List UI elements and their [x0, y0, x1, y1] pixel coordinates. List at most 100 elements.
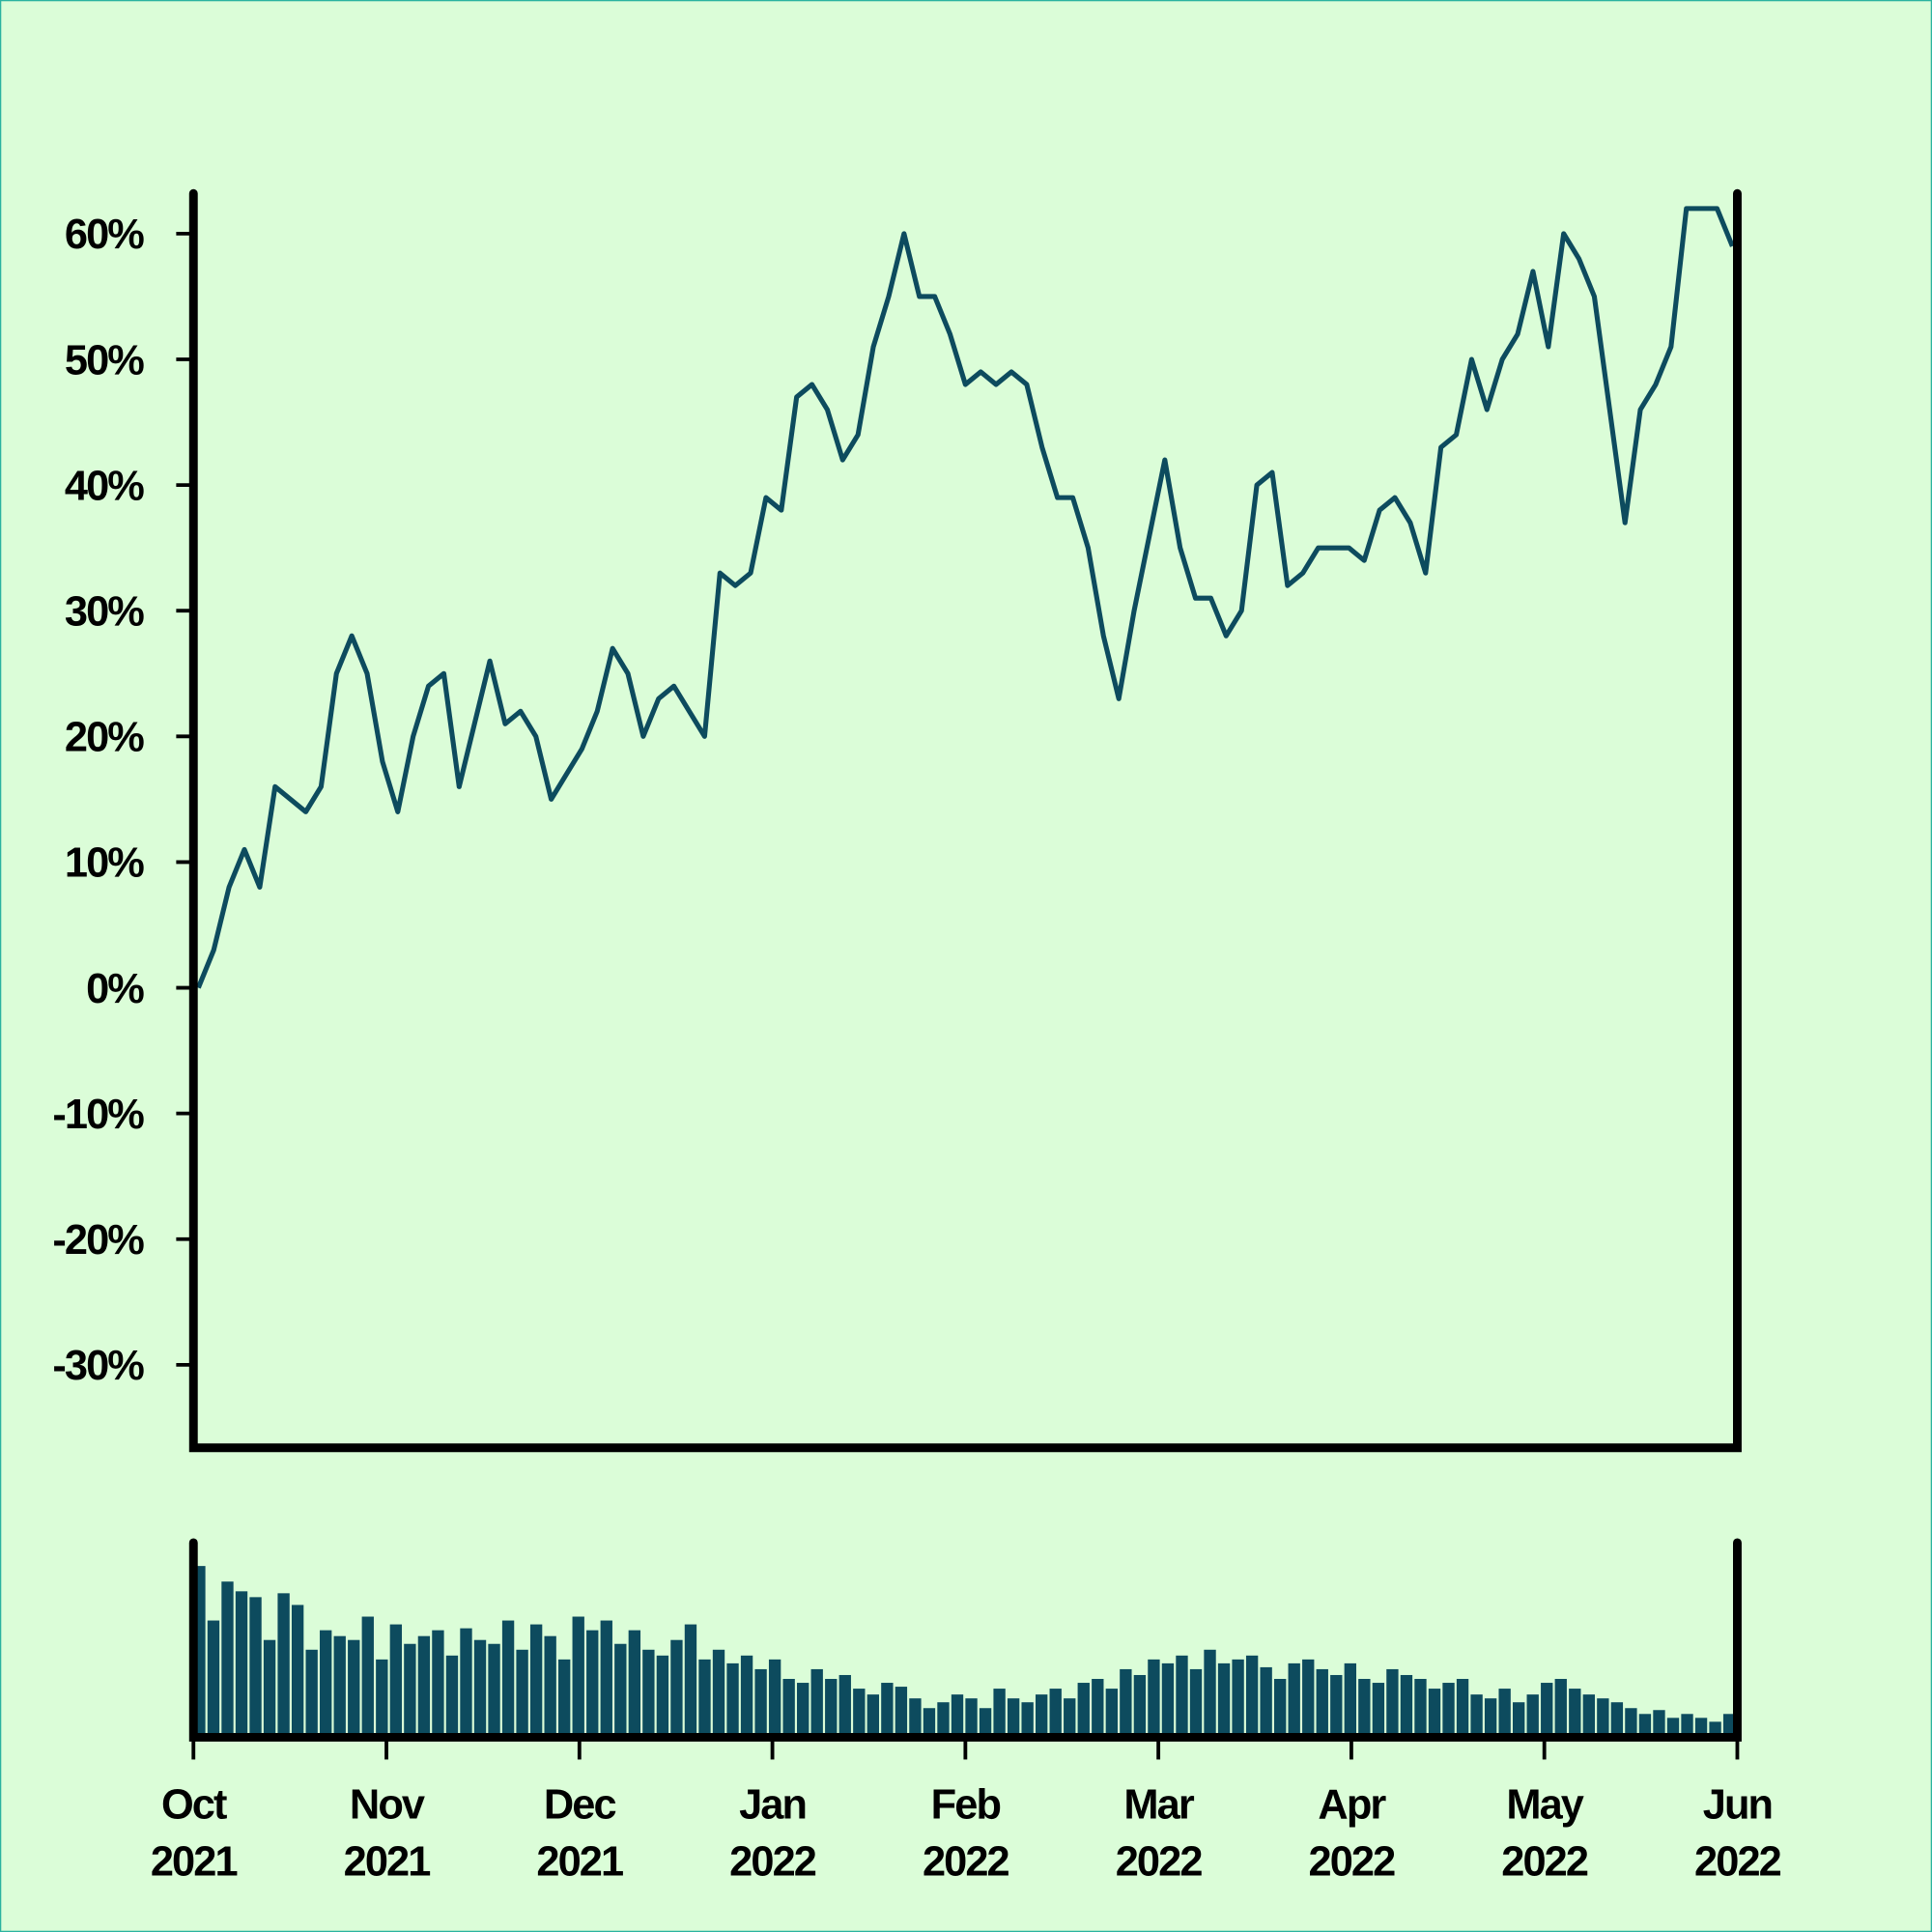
- axes-frame: [188, 188, 1742, 1453]
- volume-bar: [586, 1630, 599, 1738]
- volume-bar: [207, 1620, 220, 1738]
- x-tick-label: Jun 2022: [1694, 1782, 1781, 1886]
- volume-bar: [1428, 1689, 1441, 1738]
- volume-bar: [249, 1597, 262, 1738]
- x-tick-label: Dec 2021: [536, 1782, 623, 1886]
- y-tick-label: 50%: [65, 337, 144, 384]
- x-tick-label: Oct 2021: [151, 1782, 238, 1886]
- volume-bar: [572, 1616, 584, 1738]
- volume-bar: [740, 1655, 753, 1738]
- volume-bar: [600, 1620, 612, 1738]
- volume-bar: [277, 1593, 290, 1738]
- volume-bar: [825, 1679, 838, 1738]
- volume-bar: [1541, 1683, 1553, 1738]
- volume-bar: [1526, 1694, 1539, 1738]
- y-tick-label: 10%: [65, 840, 144, 887]
- volume-bar: [614, 1643, 627, 1738]
- volume-bar: [1470, 1694, 1483, 1738]
- volume-bar: [867, 1694, 880, 1738]
- volume-bar: [376, 1659, 388, 1738]
- volume-bar: [965, 1698, 978, 1738]
- volume-bar: [1049, 1689, 1062, 1738]
- y-tick-label: 30%: [65, 589, 144, 636]
- volume-bar: [1513, 1702, 1525, 1738]
- volume-bar: [1344, 1662, 1357, 1738]
- volume-bar: [881, 1683, 894, 1738]
- volume-bar: [993, 1689, 1006, 1738]
- volume-bar: [923, 1708, 936, 1738]
- y-tick-label: 20%: [65, 715, 144, 761]
- volume-bar: [1302, 1659, 1315, 1738]
- x-tick-label: Jan 2022: [729, 1782, 816, 1886]
- y-tick-label: -20%: [52, 1217, 144, 1264]
- volume-bar: [432, 1630, 444, 1738]
- volume-bar: [1653, 1710, 1665, 1738]
- x-tick-label: May 2022: [1501, 1782, 1588, 1886]
- volume-bar: [1456, 1679, 1469, 1738]
- volume-bar: [1036, 1694, 1048, 1738]
- volume-bar: [628, 1630, 641, 1738]
- volume-bar: [558, 1659, 571, 1738]
- volume-bar: [1217, 1662, 1231, 1738]
- volume-bar: [305, 1649, 318, 1738]
- volume-bar: [460, 1628, 472, 1738]
- volume-bar: [473, 1639, 487, 1738]
- x-tick-label: Nov 2021: [344, 1782, 431, 1886]
- volume-bar: [1722, 1714, 1736, 1738]
- volume-bar: [1161, 1662, 1175, 1738]
- volume-bar: [670, 1639, 683, 1738]
- volume-bar: [333, 1635, 346, 1738]
- volume-bar: [1316, 1668, 1328, 1738]
- volume-bar: [1681, 1714, 1693, 1738]
- volume-bar: [1638, 1714, 1652, 1738]
- volume-bar: [1554, 1679, 1567, 1738]
- volume-bar: [389, 1624, 403, 1738]
- volume-bar: [1092, 1679, 1104, 1738]
- volume-bar: [1232, 1659, 1244, 1738]
- volume-bar: [797, 1683, 810, 1738]
- x-tick-label: Apr 2022: [1309, 1782, 1396, 1886]
- volume-bar: [1148, 1659, 1160, 1738]
- volume-bar: [768, 1659, 781, 1738]
- volume-bar: [1330, 1674, 1343, 1738]
- volume-bar: [1400, 1674, 1413, 1738]
- volume-bar: [1176, 1655, 1188, 1738]
- volume-bar: [516, 1649, 528, 1738]
- volume-bar: [291, 1605, 304, 1738]
- y-tick-label: 60%: [65, 212, 144, 258]
- volume-bar: [937, 1702, 950, 1738]
- volume-bar: [1189, 1668, 1203, 1738]
- volume-bar: [1610, 1702, 1624, 1738]
- volume-bar: [529, 1624, 543, 1738]
- volume-bar: [1414, 1679, 1427, 1738]
- volume-bar: [1666, 1718, 1680, 1738]
- volume-bar: [1007, 1698, 1020, 1738]
- volume-bar: [895, 1687, 908, 1738]
- volume-bar: [1442, 1683, 1455, 1738]
- volume-bar: [782, 1679, 795, 1738]
- volume-bar: [1274, 1679, 1287, 1738]
- volume-bar: [698, 1659, 711, 1738]
- volume-bar: [1288, 1662, 1300, 1738]
- volume-bar: [263, 1639, 276, 1738]
- volume-bar: [642, 1649, 655, 1738]
- volume-bar: [445, 1655, 459, 1738]
- volume-bar: [1105, 1689, 1119, 1738]
- volume-bar: [853, 1689, 866, 1738]
- y-tick-label: 0%: [86, 966, 144, 1012]
- volume-bar: [1021, 1702, 1034, 1738]
- y-tick-label: -30%: [52, 1343, 144, 1389]
- volume-bar: [348, 1639, 360, 1738]
- volume-bar: [361, 1616, 374, 1738]
- volume-bar: [1625, 1708, 1637, 1738]
- volume-bar: [404, 1643, 416, 1738]
- volume-bar: [1582, 1694, 1595, 1738]
- volume-bar: [1498, 1689, 1511, 1738]
- volume-bar: [221, 1581, 234, 1738]
- volume-bar: [979, 1708, 992, 1738]
- volume-bar: [726, 1662, 739, 1738]
- y-tick-label: -10%: [52, 1092, 144, 1138]
- volume-bar: [320, 1630, 332, 1738]
